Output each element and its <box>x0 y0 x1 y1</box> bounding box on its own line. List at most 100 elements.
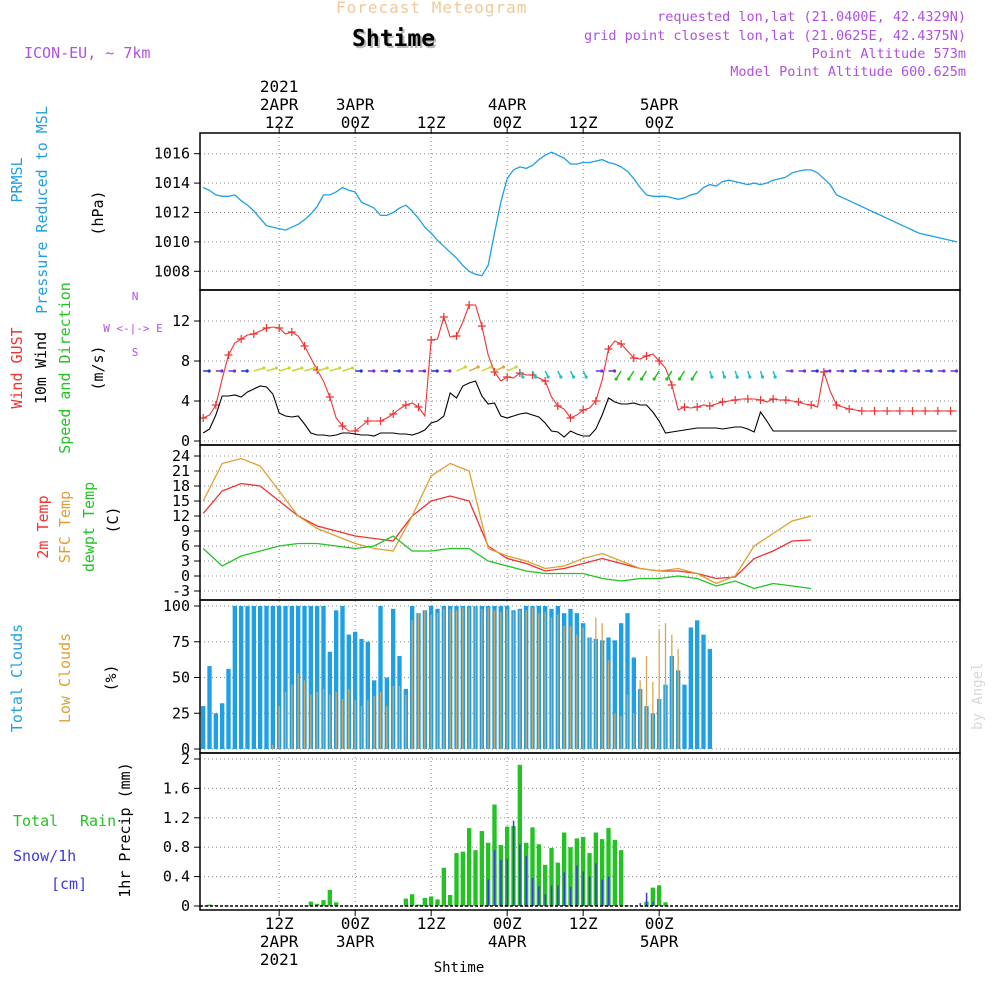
wind-arrow-head <box>410 369 414 373</box>
wind-direction-arrow <box>291 367 303 372</box>
precip-snow-unit: [cm] <box>51 875 87 893</box>
wind-arrow-head <box>312 366 317 370</box>
low-cloud-bar <box>538 613 540 749</box>
wind-gust-marker <box>743 395 752 403</box>
product-title: Forecast Meteogram <box>336 0 528 17</box>
wind-gust-marker <box>718 398 727 406</box>
snow-bar <box>550 885 553 906</box>
wind-gust-marker <box>794 398 803 406</box>
wind-arrow-head <box>790 369 794 373</box>
wind-arrow-head <box>815 369 819 373</box>
y-tick-label: 1012 <box>154 204 190 222</box>
total-cloud-bar <box>213 713 218 749</box>
wind-gust-marker <box>604 345 613 353</box>
y-tick-label: 75 <box>172 633 190 651</box>
precip-snow-label: Snow/1h <box>13 847 76 865</box>
low-cloud-bar <box>291 684 293 749</box>
wind-direction-label: Speed and Direction <box>56 282 74 454</box>
low-cloud-bar <box>348 688 350 749</box>
total-cloud-bar <box>277 606 282 749</box>
wind-gust-marker <box>237 335 246 343</box>
wind-10m-label: 10m Wind <box>32 332 50 404</box>
total-cloud-bar <box>245 606 250 749</box>
y-tick-label: 1010 <box>154 233 190 251</box>
low-cloud-bar <box>487 607 489 749</box>
wind-arrow-head <box>639 377 644 381</box>
wind-direction-arrow <box>468 366 479 372</box>
low-cloud-bar <box>633 713 635 749</box>
low-cloud-bar <box>557 614 559 749</box>
low-cloud-bar <box>424 610 426 749</box>
dewpoint-label: dewpt Temp <box>80 482 98 572</box>
total-cloud-bar <box>308 606 313 749</box>
rain-bar <box>327 889 332 906</box>
wind-arrow-head <box>422 369 427 373</box>
wind-gust-marker <box>414 403 423 411</box>
snow-bar <box>645 892 648 906</box>
snow-bar <box>519 844 521 906</box>
y-tick-label: 50 <box>172 669 190 687</box>
clouds-unit: (%) <box>102 664 120 691</box>
wind-arrow-head <box>690 377 694 381</box>
rain-bar <box>422 897 427 906</box>
total-clouds-label: Total Clouds <box>8 624 26 732</box>
rain-bar <box>568 847 573 906</box>
wind-arrow-head <box>533 375 538 379</box>
wind-gust-marker <box>325 393 334 401</box>
total-cloud-bar <box>631 657 636 749</box>
wind-direction-arrow <box>266 367 277 372</box>
total-cloud-bar <box>682 684 687 749</box>
rain-bar <box>448 894 453 906</box>
y-tick-label: 1008 <box>154 262 190 280</box>
top-time-label: 4APR <box>488 95 527 114</box>
wind-direction-arrow <box>456 366 466 372</box>
wind-arrow-head <box>853 369 857 373</box>
wind-gust-marker <box>338 422 347 430</box>
wind-gust-marker <box>680 403 689 411</box>
wind-arrow-head <box>384 369 389 373</box>
low-cloud-bar <box>519 610 521 749</box>
top-time-label: 00Z <box>645 113 674 132</box>
total-cloud-bar <box>289 606 294 749</box>
snow-bar <box>652 901 654 906</box>
wind-gust-marker <box>490 368 499 376</box>
y-tick-label: -3 <box>172 582 190 600</box>
low-cloud-bar <box>443 608 445 749</box>
wind-gust-marker <box>819 368 828 376</box>
wind-gust-marker <box>642 352 651 360</box>
bottom-time-label: 00Z <box>645 914 674 933</box>
wind-gust-marker <box>300 342 309 350</box>
rain-bar <box>543 864 548 906</box>
precip-unit: 1hr Precip (mm) <box>116 762 134 897</box>
low-cloud-bar <box>474 606 477 749</box>
y-tick-label: 4 <box>181 392 190 410</box>
total-cloud-bar <box>353 631 358 749</box>
temp-unit: (C) <box>104 506 122 533</box>
wind-direction-arrow <box>316 367 328 372</box>
low-cloud-bar <box>645 656 648 749</box>
wind-unit: (m/s) <box>89 345 107 390</box>
temp-sfc-label: SFC Temp <box>56 491 74 563</box>
rain-bar <box>460 851 465 906</box>
wind-direction-arrow <box>278 367 290 372</box>
wind-arrow-head <box>435 369 439 373</box>
precip-panel-frame <box>199 752 961 911</box>
rain-bar <box>435 899 440 906</box>
low-cloud-bar <box>531 607 534 749</box>
rain-bar <box>536 844 541 906</box>
y-tick-label: 18 <box>172 477 190 495</box>
wind-gust-marker <box>275 324 284 332</box>
wind-gust-marker <box>629 354 638 362</box>
total-cloud-bar <box>334 610 339 749</box>
total-cloud-bar <box>220 703 225 749</box>
wind-arrow-head <box>866 369 870 373</box>
low-cloud-bar <box>481 608 483 749</box>
rain-bar <box>486 842 491 906</box>
pressure-label: PRMSL <box>8 157 26 202</box>
wind-gust-marker <box>401 401 410 409</box>
wind-arrow-head <box>773 375 777 379</box>
wind-gust-marker <box>617 340 626 348</box>
bottom-location-label: Shtime <box>434 960 485 976</box>
temp-2m-line <box>202 482 812 580</box>
bottom-time-label: 2APR <box>260 932 299 951</box>
